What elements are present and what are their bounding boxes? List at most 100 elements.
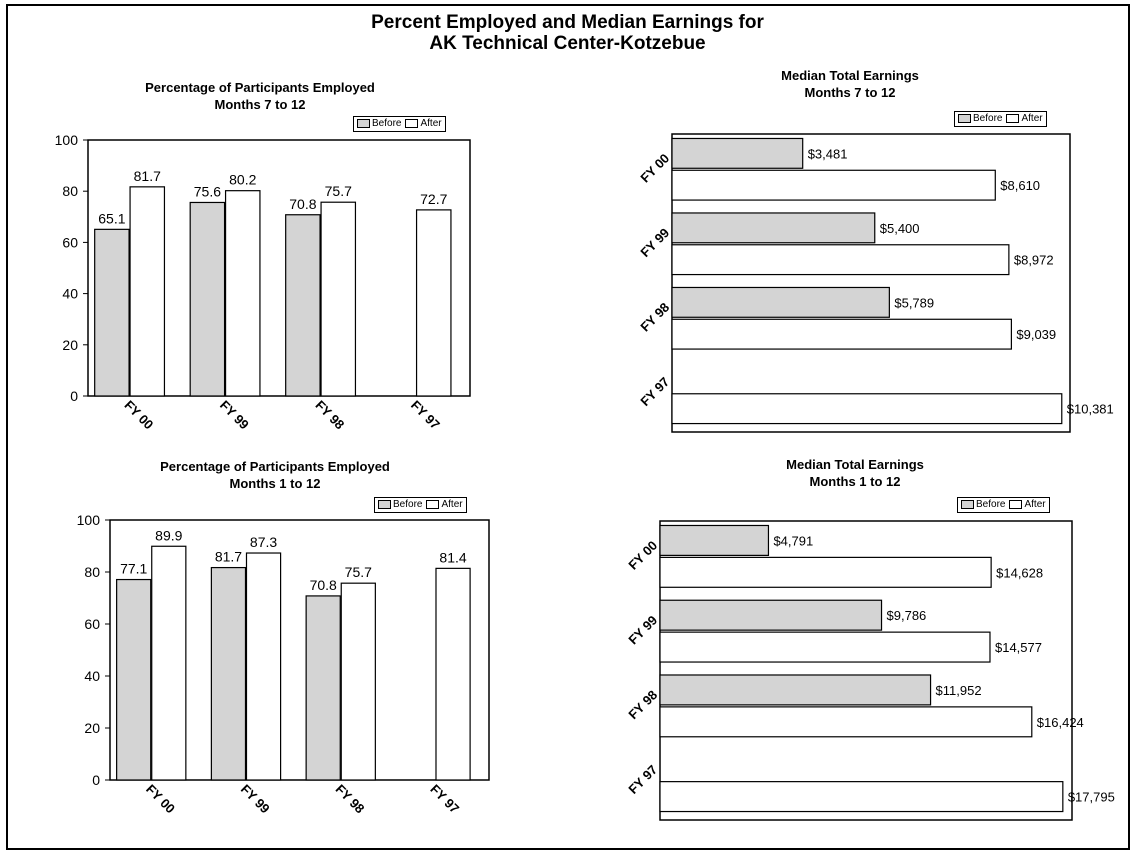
y-tick-label: 80 — [84, 564, 100, 580]
data-label: 81.7 — [215, 549, 242, 565]
figure-title: Percent Employed and Median Earnings for… — [0, 12, 1135, 54]
figure-frame — [6, 4, 1130, 850]
data-label: 70.8 — [310, 577, 337, 593]
y-tick-label: 60 — [62, 234, 78, 250]
bar-before — [116, 578, 152, 781]
chart1-legend: Before After — [353, 116, 446, 132]
data-label: $8,610 — [1000, 178, 1040, 193]
bar-after — [659, 556, 992, 588]
bar-after — [435, 567, 471, 781]
y-tick-label: FY 99 — [625, 612, 660, 647]
bar-before — [659, 524, 770, 556]
title-line-2: AK Technical Center-Kotzebue — [429, 33, 706, 54]
data-label: $14,577 — [995, 640, 1042, 655]
data-label: 81.7 — [134, 168, 161, 184]
y-tick-label: 100 — [55, 132, 79, 148]
title-line-1: Percent Employed and Median Earnings for — [371, 12, 764, 33]
data-label: 75.6 — [194, 183, 221, 199]
data-label: $5,400 — [880, 221, 920, 236]
bar-after — [671, 393, 1063, 425]
plot-frame — [671, 133, 1071, 433]
data-label: $8,972 — [1014, 253, 1054, 268]
data-label: 87.3 — [250, 534, 277, 550]
legend-before-swatch — [357, 118, 370, 128]
data-label: $17,795 — [1068, 790, 1115, 805]
chart4-legend: Before After — [957, 497, 1050, 513]
data-label: $11,952 — [936, 683, 982, 698]
bar-after — [320, 201, 357, 397]
y-tick-label: 40 — [62, 286, 78, 302]
legend-before-swatch — [378, 499, 391, 509]
bar-before — [189, 201, 226, 397]
bar-after — [659, 781, 1064, 813]
data-label: $16,424 — [1037, 715, 1084, 730]
data-label: $10,381 — [1067, 402, 1114, 417]
legend-after-swatch — [405, 118, 419, 128]
data-label: 65.1 — [98, 210, 125, 226]
bar-after — [129, 186, 166, 397]
y-tick-label: FY 98 — [625, 687, 660, 722]
chart3-legend: Before After — [374, 497, 467, 513]
bar-after — [224, 190, 261, 397]
data-label: $3,481 — [808, 146, 848, 161]
data-label: $5,789 — [894, 295, 934, 310]
legend-after-swatch — [426, 499, 440, 509]
data-label: 75.7 — [325, 183, 352, 199]
bar-after — [671, 244, 1010, 276]
bar-before — [671, 286, 890, 318]
bar-after — [671, 318, 1012, 350]
bar-after — [340, 582, 376, 781]
y-tick-label: 0 — [70, 388, 78, 404]
data-label: 81.4 — [439, 549, 466, 565]
data-label: 77.1 — [120, 561, 147, 577]
bar-before — [210, 566, 247, 781]
data-label: 72.7 — [420, 191, 447, 207]
bar-after — [671, 169, 996, 201]
bar-after — [151, 545, 187, 781]
bar-after — [415, 209, 452, 397]
bar-before — [659, 674, 932, 706]
data-label: $9,039 — [1016, 327, 1056, 342]
bar-before — [671, 137, 804, 169]
data-label: 80.2 — [229, 172, 256, 188]
y-tick-label: 60 — [84, 616, 100, 632]
data-label: 89.9 — [155, 527, 182, 543]
legend-after-swatch — [1009, 499, 1023, 509]
chart2-title: Median Total Earnings Months 7 to 12 — [781, 68, 919, 100]
bar-before — [671, 212, 876, 244]
data-label: $14,628 — [996, 565, 1043, 580]
data-label: 75.7 — [345, 564, 372, 580]
bar-before — [94, 228, 130, 397]
y-tick-label: 100 — [77, 512, 101, 528]
plot-frame — [109, 519, 490, 781]
y-tick-label: FY 97 — [625, 762, 660, 797]
legend-before-swatch — [961, 499, 974, 509]
chart3-title: Percentage of Participants Employed Mont… — [160, 459, 390, 491]
y-tick-label: 20 — [62, 337, 78, 353]
bar-after — [659, 631, 991, 663]
y-tick-label: 0 — [92, 772, 100, 788]
legend-after-swatch — [1006, 113, 1020, 123]
legend-before-swatch — [958, 113, 971, 123]
data-label: 70.8 — [289, 196, 316, 212]
chart4-title: Median Total Earnings Months 1 to 12 — [786, 457, 924, 489]
bar-before — [305, 595, 341, 781]
bar-after — [659, 706, 1033, 738]
bar-before — [285, 214, 321, 397]
y-tick-label: 80 — [62, 183, 78, 199]
plot-frame — [87, 139, 471, 397]
y-tick-label: 40 — [84, 668, 100, 684]
data-label: $9,786 — [887, 608, 927, 623]
bar-before — [659, 599, 883, 631]
plot-frame — [659, 520, 1073, 821]
chart2-legend: Before After — [954, 111, 1047, 127]
y-tick-label: FY 00 — [625, 538, 660, 573]
bar-after — [245, 552, 282, 781]
data-label: $4,791 — [773, 533, 813, 548]
y-tick-label: 20 — [84, 720, 100, 736]
chart1-title: Percentage of Participants Employed Mont… — [145, 80, 375, 112]
